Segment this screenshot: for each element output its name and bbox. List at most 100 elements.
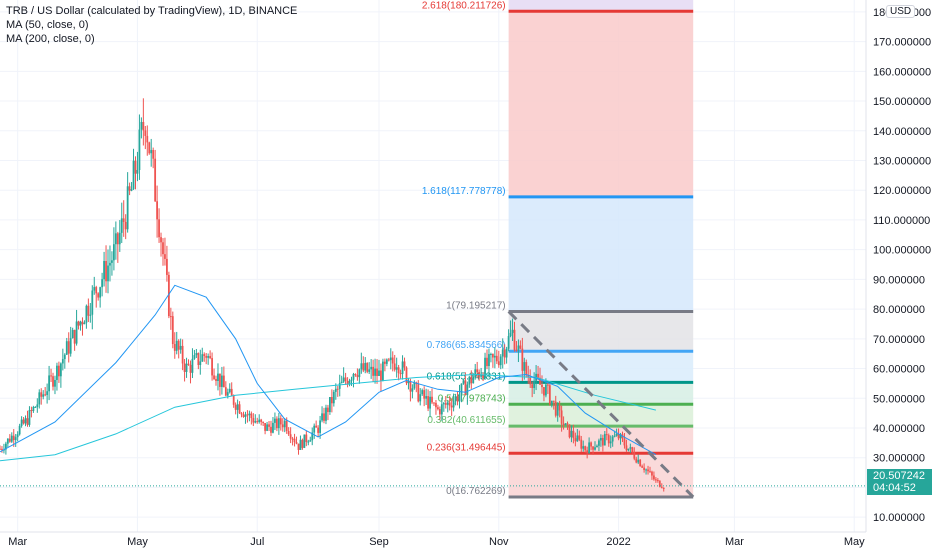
y-tick-label: 130.000000 — [873, 155, 931, 167]
last-price-tag: 20.507242 04:04:52 — [867, 469, 932, 495]
candle-body — [454, 396, 457, 402]
candle-body — [352, 374, 355, 380]
candle-body — [495, 355, 498, 362]
candle-body — [258, 419, 261, 423]
candle-body — [464, 380, 467, 396]
candle-body — [417, 384, 420, 402]
candle-body — [264, 423, 267, 431]
candle-body — [205, 355, 208, 358]
candle-body — [470, 376, 473, 384]
candle-body — [283, 420, 286, 428]
candle-body — [662, 487, 665, 489]
candle-body — [594, 447, 596, 450]
candle-body — [6, 438, 9, 444]
candle-body — [405, 367, 408, 384]
candle-body — [601, 438, 604, 446]
candle-body — [437, 407, 439, 410]
candle-body — [641, 466, 644, 468]
candle-body — [217, 373, 219, 382]
fib-zone — [508, 311, 694, 352]
candle-body — [20, 419, 23, 426]
candle-body — [61, 359, 64, 364]
candle-body — [219, 373, 221, 387]
candle-body — [252, 418, 255, 423]
candle-body — [171, 316, 174, 345]
candle-body — [260, 419, 263, 422]
candle-body — [458, 394, 461, 402]
candle-body — [474, 369, 477, 378]
candle-body — [421, 390, 424, 395]
candle-body — [275, 418, 278, 429]
legend-ma200[interactable]: MA (200, close, 0) — [6, 33, 95, 45]
candle-body — [24, 418, 27, 424]
candle-body — [277, 418, 280, 429]
candle-body — [148, 142, 151, 154]
candle-body — [213, 375, 215, 380]
legend-ma50[interactable]: MA (50, close, 0) — [6, 19, 89, 31]
candle-body — [22, 419, 25, 424]
candle-body — [52, 376, 54, 387]
candle-body — [346, 380, 349, 385]
candle-body — [124, 221, 127, 230]
candle-body — [191, 358, 194, 373]
candle-body — [169, 316, 172, 318]
trend-line — [507, 310, 695, 498]
candle-body — [79, 321, 82, 326]
candle-body — [228, 388, 231, 393]
candle-body — [8, 438, 11, 442]
candle-body — [73, 329, 76, 344]
x-axis-ticks: Mar May Jul Sep Nov 2022 Mar May — [8, 536, 865, 548]
candle-body — [329, 397, 331, 413]
fib-label-0.382: 0.382(40.611655) — [427, 415, 505, 426]
y-tick-label: 70.000000 — [873, 334, 925, 346]
candle-body — [378, 370, 380, 376]
candle-body — [34, 406, 37, 408]
candle-body — [334, 388, 337, 392]
candle-body — [511, 329, 514, 333]
candle-body — [615, 433, 618, 436]
candle-body — [658, 480, 661, 487]
candle-body — [419, 394, 422, 402]
fib-zone — [508, 382, 694, 405]
candle-body — [513, 329, 516, 350]
candle-body — [281, 424, 284, 428]
fib-label-2.618: 2.618(180.211726) — [422, 0, 506, 11]
candle-body — [207, 356, 210, 358]
candle-body — [177, 340, 180, 350]
axes — [0, 0, 867, 533]
candle-body — [201, 354, 204, 362]
candle-body — [433, 402, 435, 404]
candle-body — [97, 293, 100, 298]
x-tick-label: May — [844, 536, 865, 548]
candle-body — [187, 363, 190, 365]
candle-body — [387, 359, 390, 361]
candle-body — [480, 374, 483, 377]
candle-body — [130, 189, 133, 191]
ma50-line — [0, 284, 657, 456]
fib-zone — [508, 196, 694, 312]
candle-body — [209, 356, 212, 359]
candle-body — [28, 410, 31, 425]
candle-body — [254, 421, 257, 423]
candle-body — [368, 369, 371, 372]
candle-body — [527, 375, 530, 378]
candle-body — [660, 486, 663, 488]
candle-body — [509, 332, 512, 337]
candle-body — [332, 391, 335, 404]
candle-body — [65, 341, 68, 355]
candle-body — [629, 447, 632, 449]
fib-label-1.618: 1.618(117.778778) — [422, 186, 506, 197]
candle-body — [393, 363, 396, 370]
candle-body — [374, 368, 376, 376]
candle-body — [503, 349, 506, 358]
candle-body — [525, 362, 528, 376]
candle-body — [12, 435, 15, 441]
candle-body — [203, 354, 206, 356]
candle-body — [144, 130, 147, 136]
currency-badge[interactable]: USD — [886, 5, 916, 18]
fib-label-0.236: 0.236(31.496445) — [427, 442, 506, 453]
candle-body — [397, 367, 400, 374]
candle-body — [91, 290, 94, 315]
candle-body — [321, 413, 323, 421]
